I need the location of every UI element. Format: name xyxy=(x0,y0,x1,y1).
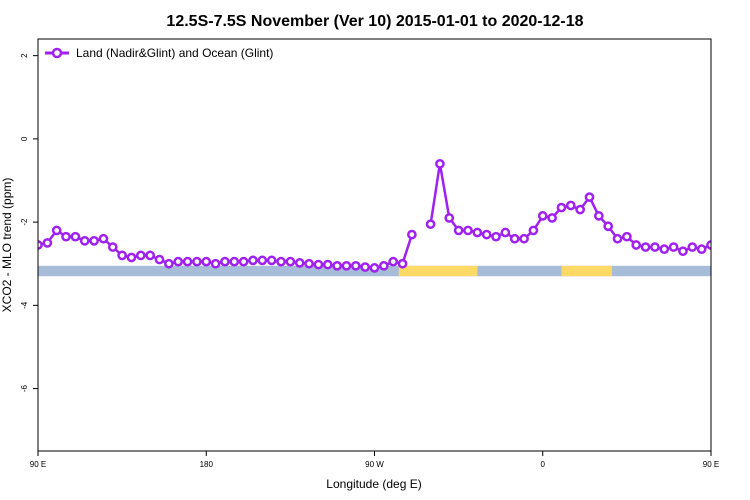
data-point xyxy=(173,256,184,267)
data-point xyxy=(481,229,492,240)
data-point xyxy=(294,258,305,268)
y-tick-label: 0 xyxy=(20,136,29,141)
data-point xyxy=(117,250,127,261)
data-point xyxy=(547,213,557,223)
y-axis: 2 0 -2 -4 -6 xyxy=(20,53,38,392)
series-layer xyxy=(38,158,750,273)
data-point xyxy=(42,238,53,248)
data-point xyxy=(192,256,202,267)
data-point xyxy=(687,242,698,252)
data-point xyxy=(313,259,324,270)
x-axis-label: Longitude (deg E) xyxy=(326,477,421,491)
x-tick-label: 90 E xyxy=(703,460,719,469)
data-point xyxy=(397,258,408,269)
data-point xyxy=(435,158,445,169)
data-point xyxy=(453,225,464,236)
data-point xyxy=(164,258,174,269)
data-point xyxy=(322,259,333,270)
data-point xyxy=(360,262,371,272)
data-point xyxy=(528,225,539,236)
data-point xyxy=(537,211,548,221)
data-point xyxy=(726,227,733,234)
x-tick-label: 90 W xyxy=(365,460,384,469)
data-point xyxy=(668,242,679,252)
data-point xyxy=(145,250,156,261)
data-point xyxy=(491,231,501,242)
data-point xyxy=(575,204,585,215)
data-point xyxy=(593,211,604,221)
data-point xyxy=(182,256,193,267)
y-axis-label: XCO2 - MLO trend (ppm) xyxy=(0,178,14,313)
x-tick-label: 0 xyxy=(541,460,546,469)
data-point xyxy=(98,233,109,244)
legend-marker xyxy=(51,47,63,59)
data-point xyxy=(285,256,296,267)
data-point xyxy=(70,231,81,242)
data-point xyxy=(332,260,342,271)
x-tick-label: 90 E xyxy=(30,460,46,469)
data-point xyxy=(304,258,314,269)
data-point xyxy=(509,233,520,244)
data-point xyxy=(341,260,352,271)
data-point xyxy=(696,244,707,255)
legend: Land (Nadir&Glint) and Ocean (Glint) xyxy=(45,46,273,60)
chart-title: 12.5S-7.5S November (Ver 10) 2015-01-01 … xyxy=(166,13,583,30)
data-point xyxy=(745,233,750,240)
data-point xyxy=(519,233,529,244)
data-point xyxy=(622,231,632,242)
data-point xyxy=(388,256,399,267)
data-point xyxy=(51,225,62,236)
data-point xyxy=(378,260,389,271)
data-point xyxy=(276,256,286,267)
data-point xyxy=(584,192,595,202)
data-point xyxy=(220,256,230,267)
data-point xyxy=(735,233,742,240)
plot-area: 90 E 180 90 W 0 90 E 2 0 -2 -4 -6 xyxy=(20,38,750,469)
data-point xyxy=(650,242,660,252)
x-axis: 90 E 180 90 W 0 90 E xyxy=(30,451,719,469)
data-point xyxy=(717,239,724,246)
data-point xyxy=(126,252,137,263)
land-band xyxy=(561,265,612,277)
data-point xyxy=(135,250,146,261)
land-band xyxy=(398,265,478,277)
data-point xyxy=(154,254,165,265)
data-point xyxy=(659,244,670,255)
data-point xyxy=(565,200,576,211)
y-tick-label: -4 xyxy=(20,301,29,309)
data-point xyxy=(612,233,623,244)
data-point xyxy=(706,240,711,250)
data-point xyxy=(248,255,258,266)
data-point xyxy=(210,258,221,269)
data-point xyxy=(89,235,99,246)
data-point xyxy=(107,242,118,252)
data-point xyxy=(407,229,417,240)
data-point xyxy=(238,256,249,267)
data-point xyxy=(201,256,212,267)
x-tick-label: 180 xyxy=(200,460,214,469)
legend-label: Land (Nadir&Glint) and Ocean (Glint) xyxy=(76,46,273,60)
data-point xyxy=(640,242,651,252)
data-point xyxy=(603,221,614,232)
data-point xyxy=(369,263,380,273)
data-point xyxy=(631,240,642,250)
data-point xyxy=(266,255,277,266)
data-point xyxy=(61,231,71,242)
data-point xyxy=(229,256,240,267)
y-tick-label: -2 xyxy=(20,218,29,226)
data-point xyxy=(678,246,688,257)
y-tick-label: 2 xyxy=(20,53,29,58)
plot-frame xyxy=(37,38,712,452)
data-point xyxy=(463,225,473,236)
data-point xyxy=(472,227,483,238)
data-point xyxy=(257,255,268,266)
data-point xyxy=(350,260,361,271)
data-point xyxy=(425,219,436,230)
data-point xyxy=(500,227,511,238)
y-tick-label: -6 xyxy=(20,384,29,392)
data-point xyxy=(79,235,90,246)
data-point xyxy=(556,202,567,213)
data-point xyxy=(444,213,455,223)
